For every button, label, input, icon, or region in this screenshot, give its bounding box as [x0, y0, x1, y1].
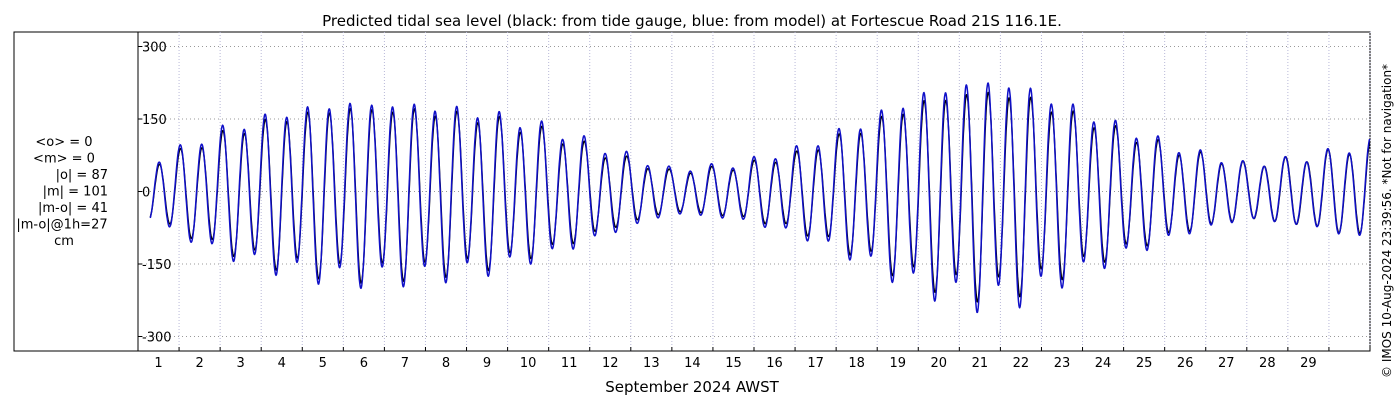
stat-line: cm	[54, 234, 74, 249]
x-tick-label: 28	[1259, 356, 1276, 371]
series-layer	[149, 82, 1371, 314]
x-tick-label: 5	[319, 356, 327, 371]
x-tick-label: 27	[1218, 356, 1235, 371]
stat-line: |m-o|@1h=27	[16, 218, 107, 233]
x-tick-label: 10	[520, 356, 537, 371]
y-tick-label: 150	[142, 113, 167, 128]
stat-line: <m> = 0	[33, 152, 95, 167]
chart-title: Predicted tidal sea level (black: from t…	[322, 12, 1062, 30]
x-tick-label: 15	[725, 356, 742, 371]
grid-layer	[138, 32, 1371, 351]
y-tick-label: 300	[142, 41, 167, 56]
x-tick-label: 9	[483, 356, 491, 371]
x-tick-label: 3	[237, 356, 245, 371]
stats-block: <o> = 0 <m> = 0|o| = 87 |m| = 101|m-o| = 4…	[16, 135, 108, 249]
x-tick-label: 1	[154, 356, 162, 371]
x-tick-label: 18	[848, 356, 865, 371]
x-tick-label: 6	[360, 356, 368, 371]
y-tick-label: 0	[142, 186, 150, 201]
x-tick-label: 7	[401, 356, 409, 371]
x-tick-label: 20	[931, 356, 948, 371]
x-tick-label: 22	[1013, 356, 1030, 371]
stat-line: |m-o| = 41	[38, 201, 108, 216]
x-tick-label: 26	[1177, 356, 1194, 371]
y-tick-label: -300	[142, 331, 172, 346]
x-tick-label: 25	[1136, 356, 1153, 371]
x-tick-label: 11	[561, 356, 578, 371]
x-tick-label: 16	[766, 356, 783, 371]
x-tick-label: 19	[889, 356, 906, 371]
stat-line: |m| = 101	[43, 185, 108, 200]
x-tick-label: 17	[807, 356, 824, 371]
x-tick-label: 24	[1095, 356, 1112, 371]
y-tick-label: -150	[142, 258, 172, 273]
x-tick-label: 12	[602, 356, 619, 371]
x-tick-label: 29	[1300, 356, 1317, 371]
x-tick-label: 14	[684, 356, 701, 371]
series-line-model	[149, 82, 1371, 314]
x-tick-label: 21	[972, 356, 989, 371]
x-tick-label: 8	[442, 356, 450, 371]
x-axis-label: September 2024 AWST	[605, 378, 779, 396]
copyright-note: © IMOS 10-Aug-2024 23:39:56. *Not for na…	[1380, 64, 1394, 378]
x-tick-label: 2	[195, 356, 203, 371]
x-tick-label: 4	[278, 356, 286, 371]
stat-line: |o| = 87	[56, 168, 108, 183]
x-tick-label: 23	[1054, 356, 1071, 371]
stat-line: <o> = 0	[35, 135, 92, 150]
x-tick-label: 13	[643, 356, 660, 371]
